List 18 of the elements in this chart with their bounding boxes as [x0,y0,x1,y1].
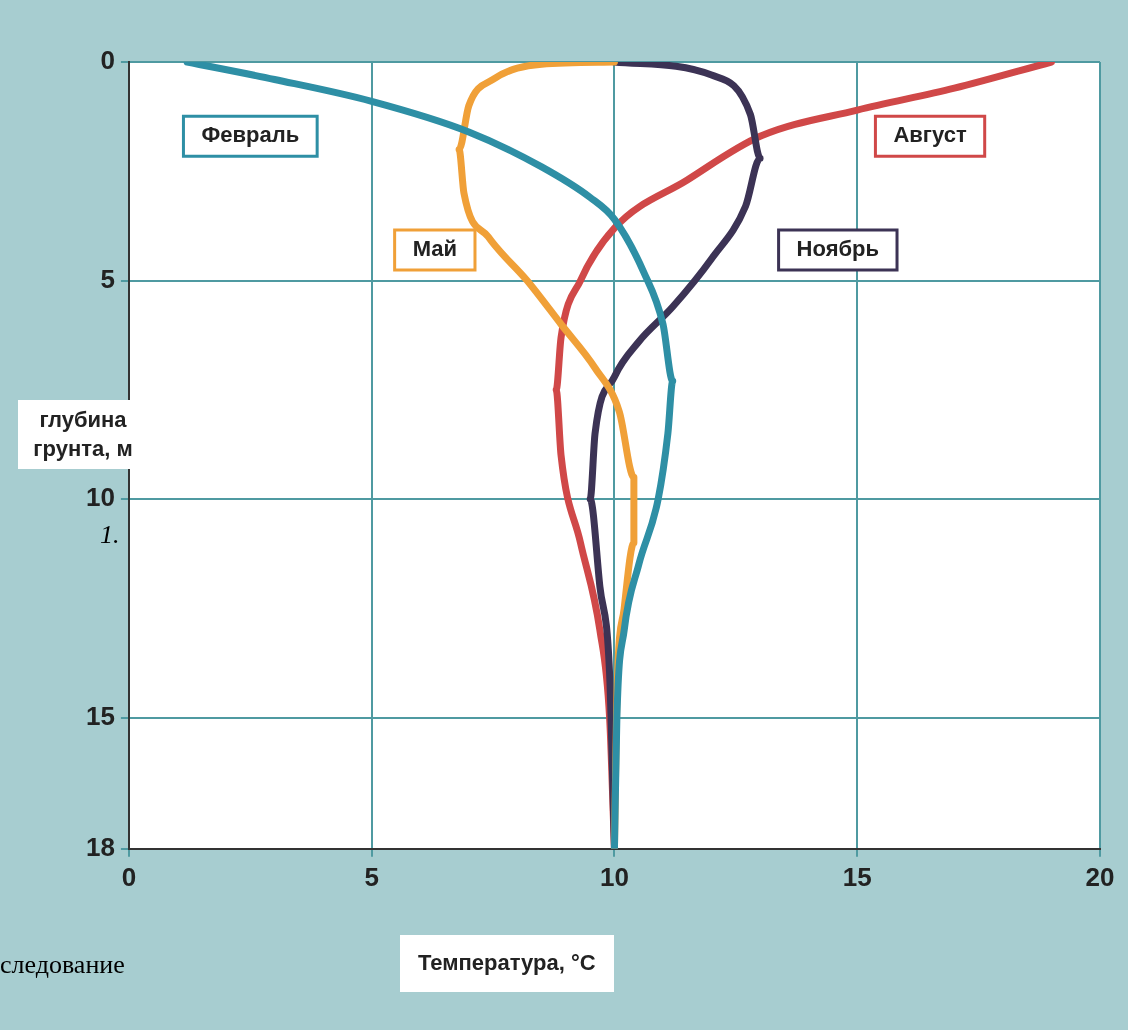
x-tick-label: 5 [364,861,379,892]
y-tick-label: 18 [86,831,115,862]
y-tick-label: 10 [86,482,115,513]
text: 1. [100,520,120,550]
series-label: Май [412,236,457,262]
series-label: Февраль [201,122,300,148]
x-tick-label: 15 [842,861,872,892]
y-tick-label: 0 [100,45,115,76]
text: Ноябрь [796,236,880,262]
y-tick-label: 15 [86,700,115,731]
x-tick-label: 0 [121,861,137,892]
text: следование [0,950,125,980]
series-label: Август [893,122,967,148]
x-axis-title: Температура, °C [400,935,614,992]
x-tick-label: 10 [600,861,629,892]
y-tick-label: 5 [100,263,115,294]
y-axis-title: глубина грунта, м [18,400,148,470]
x-tick-label: 20 [1085,861,1115,892]
